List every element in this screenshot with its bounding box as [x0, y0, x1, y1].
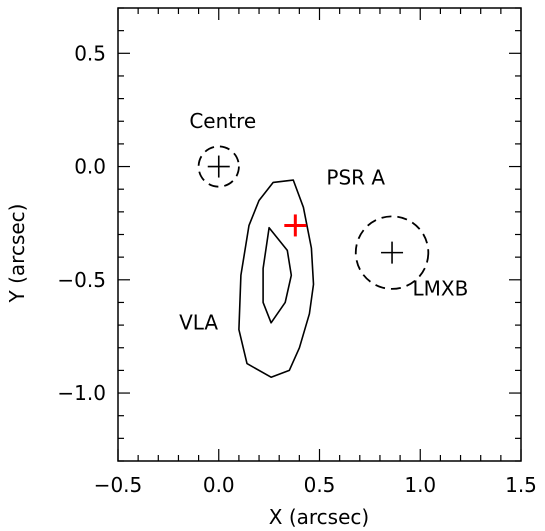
- psr-a-label: PSR A: [326, 166, 385, 190]
- vla-label: VLA: [179, 311, 218, 335]
- x-tick-label: 0.0: [203, 473, 235, 497]
- x-axis-label: X (arcsec): [269, 505, 369, 529]
- lmxb-label: LMXB: [412, 277, 468, 301]
- y-tick-label: 0.0: [74, 155, 106, 179]
- lmxb-error-circle: [354, 215, 430, 290]
- x-tick-label: 1.5: [505, 473, 537, 497]
- y-tick-label: 0.5: [74, 41, 106, 65]
- y-tick-label: −0.5: [57, 268, 106, 292]
- x-tick-label: 0.5: [304, 473, 336, 497]
- x-tick-label: −0.5: [94, 473, 143, 497]
- plot-frame: [117, 7, 522, 462]
- plot-layer: −0.5 0.0 0.5 1.0 1.5 0.5 0.0 −0.5 −1.0 Centre PSR …: [57, 7, 537, 497]
- centre-error-circle: [197, 145, 240, 188]
- centre-label: Centre: [189, 109, 256, 133]
- vla-inner-contour: [262, 226, 293, 324]
- vla-outer-contour: [238, 179, 315, 379]
- y-axis-label: Y (arcsec): [5, 204, 29, 304]
- x-tick-label: 1.0: [404, 473, 436, 497]
- y-tick-label: −1.0: [57, 381, 106, 405]
